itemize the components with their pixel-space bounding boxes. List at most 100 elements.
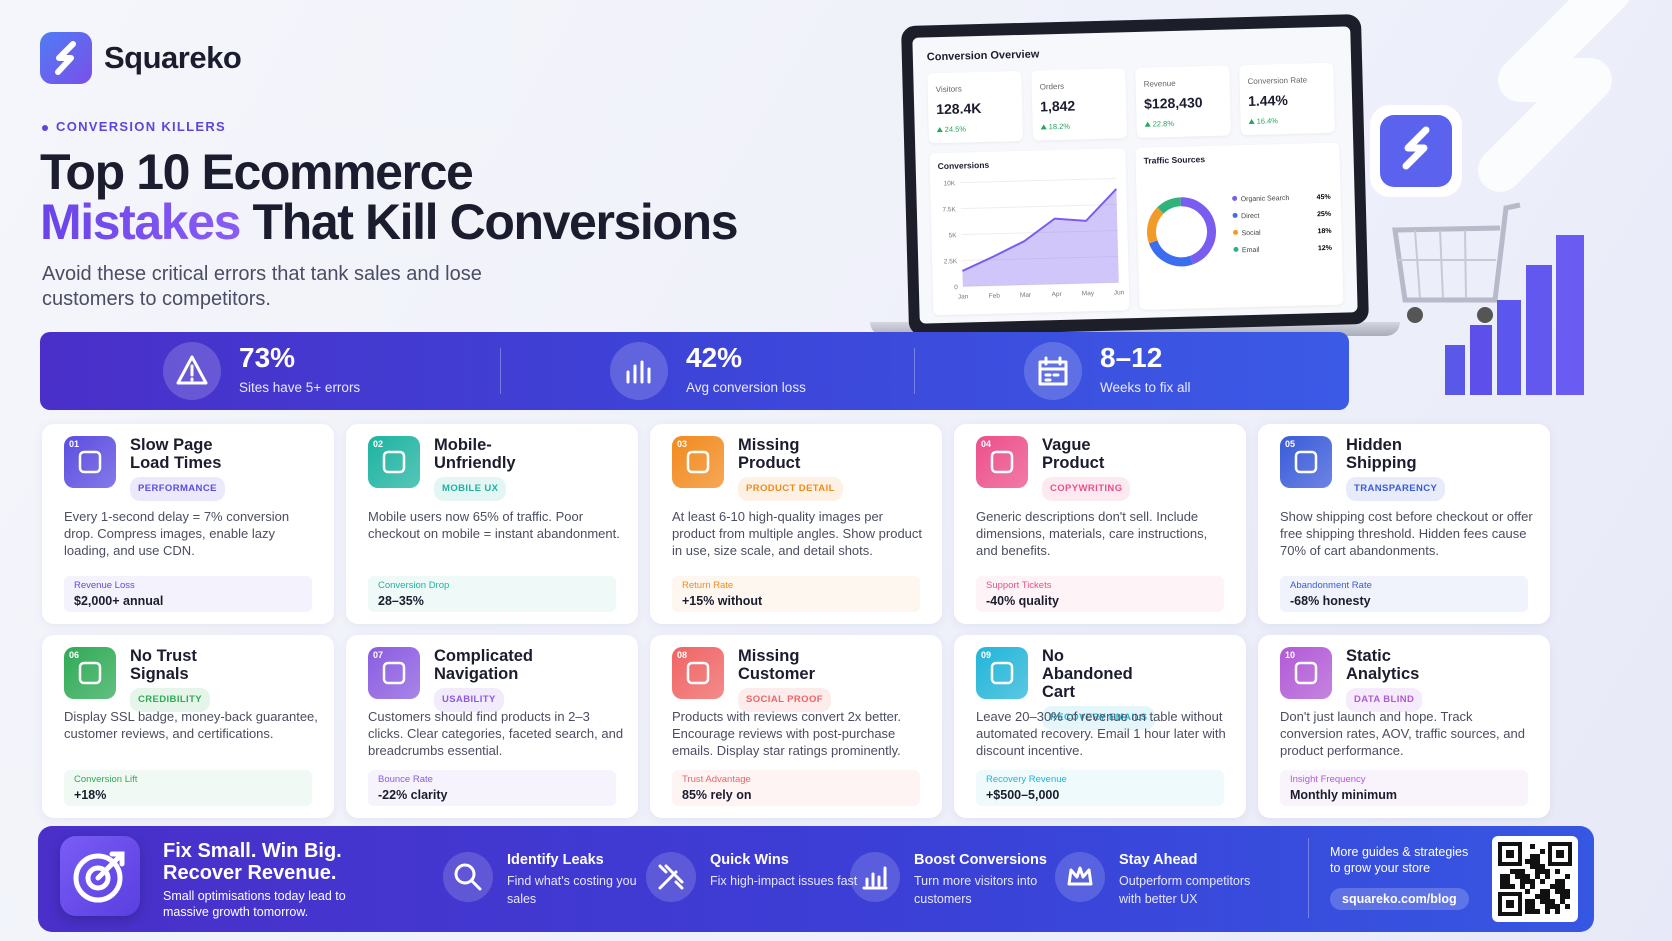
card-number: 09 bbox=[981, 650, 992, 660]
card-metric: Recovery Revenue +$500–5,000 bbox=[976, 770, 1224, 806]
qr-module bbox=[1545, 899, 1550, 904]
qr-module bbox=[1535, 859, 1540, 864]
logo bbox=[40, 32, 92, 84]
icon-svg bbox=[78, 450, 102, 474]
y-tick-label: 5K bbox=[948, 232, 957, 239]
metric-label: Revenue Loss bbox=[74, 580, 135, 591]
title-highlight: Mistakes bbox=[40, 194, 241, 250]
icon-glyph bbox=[1294, 450, 1318, 474]
qr-module bbox=[1545, 894, 1550, 899]
legend-dot bbox=[1232, 212, 1238, 218]
qr-module bbox=[1555, 879, 1560, 884]
dashboard-title: Conversion Overview bbox=[926, 48, 1040, 64]
metric-label: Conversion Drop bbox=[378, 580, 450, 591]
card-metric: Bounce Rate -22% clarity bbox=[368, 770, 616, 806]
stat-icon bbox=[610, 342, 668, 400]
card-metric: Revenue Loss $2,000+ annual bbox=[64, 576, 312, 612]
metric-label: Abandonment Rate bbox=[1290, 580, 1372, 591]
area-chart: 0 2.5K 5K 7.5K 10K Jan Feb Mar Apr May Jun bbox=[942, 177, 1125, 301]
qr-module bbox=[1545, 874, 1550, 879]
metric-value: 28–35% bbox=[378, 594, 424, 608]
qr-module bbox=[1530, 909, 1535, 914]
qr-module bbox=[1560, 884, 1565, 889]
dashboard: Conversion Overview Visitors 128.4K 24.5% O… bbox=[912, 26, 1358, 324]
card-tag: SOCIAL PROOF bbox=[738, 688, 831, 712]
cart-illustration bbox=[1370, 105, 1584, 395]
qr-module bbox=[1520, 869, 1525, 874]
stats-banner: 73% Sites have 5+ errors 42% Avg conversion… bbox=[40, 332, 1349, 410]
card-icon: 03 bbox=[672, 436, 724, 488]
stat-svg bbox=[176, 355, 208, 385]
card-header: Hidden Shipping TRANSPARENCY bbox=[1346, 436, 1536, 501]
qr-module bbox=[1525, 889, 1530, 894]
feature-svg bbox=[658, 864, 684, 890]
card-metric: Insight Frequency Monthly minimum bbox=[1280, 770, 1528, 806]
qr-module bbox=[1500, 879, 1505, 884]
card-metric: Conversion Drop 28–35% bbox=[368, 576, 616, 612]
metric-value: 85% rely on bbox=[682, 788, 752, 802]
qr-module bbox=[1550, 899, 1555, 904]
area bbox=[962, 188, 1119, 287]
card-metric: Trust Advantage 85% rely on bbox=[672, 770, 920, 806]
legend-dot bbox=[1233, 246, 1239, 252]
legend-label: Organic Search bbox=[1241, 195, 1290, 203]
feature-title: Stay Ahead bbox=[1119, 852, 1198, 868]
x-tick-label: Apr bbox=[1052, 291, 1063, 298]
icon-svg bbox=[1294, 450, 1318, 474]
kpi-change: 18.2% bbox=[1041, 122, 1071, 132]
qr-code bbox=[1492, 836, 1578, 922]
qr-module bbox=[1525, 899, 1530, 904]
metric-label: Support Tickets bbox=[986, 580, 1052, 591]
qr-module bbox=[1520, 884, 1525, 889]
card-tag: CREDIBILITY bbox=[130, 688, 211, 712]
qr-module bbox=[1540, 869, 1545, 874]
qr-module bbox=[1535, 864, 1540, 869]
donut-segment bbox=[1147, 207, 1164, 244]
icon-glyph bbox=[382, 661, 406, 685]
title-line: Mistakes That Kill Conversions bbox=[40, 194, 739, 250]
card-tag: USABILITY bbox=[434, 688, 504, 712]
qr-module bbox=[1540, 849, 1545, 854]
card-number: 06 bbox=[69, 650, 80, 660]
card-header: No Abandoned Cart RECOVERY EMAILS bbox=[1042, 647, 1232, 730]
qr-module bbox=[1530, 854, 1535, 859]
qr-module bbox=[1505, 874, 1510, 879]
footer-headline: Fix Small. Win Big. Recover Revenue. bbox=[163, 840, 342, 884]
icon-glyph bbox=[78, 450, 102, 474]
qr-finder bbox=[1506, 900, 1514, 908]
qr-module bbox=[1530, 859, 1535, 864]
card-icon: 02 bbox=[368, 436, 420, 488]
qr-module bbox=[1540, 879, 1545, 884]
card-header: Complicated Navigation USABILITY bbox=[434, 647, 624, 712]
icon-glyph bbox=[990, 450, 1014, 474]
card-tag: TRANSPARENCY bbox=[1346, 477, 1446, 501]
metric-label: Trust Advantage bbox=[682, 774, 751, 785]
kpi-card: Conversion Rate 1.44% 16.4% bbox=[1239, 62, 1335, 136]
icon-svg bbox=[686, 661, 710, 685]
card-number: 08 bbox=[677, 650, 688, 660]
kpi-change: 24.5% bbox=[937, 124, 967, 134]
qr-module bbox=[1545, 904, 1550, 909]
feature-title: Identify Leaks bbox=[507, 852, 604, 868]
footer-icon bbox=[60, 836, 140, 916]
qr-module bbox=[1540, 894, 1545, 899]
kpi-card: Orders 1,842 18.2% bbox=[1031, 68, 1128, 141]
qr-module bbox=[1540, 864, 1545, 869]
qr-module bbox=[1530, 879, 1535, 884]
card-number: 07 bbox=[373, 650, 384, 660]
donut-segment bbox=[1148, 240, 1194, 267]
sources-panel: Traffic Sources Organic Search 45% Direct 25… bbox=[1135, 142, 1344, 310]
qr-module bbox=[1520, 879, 1525, 884]
cta-link[interactable]: squareko.com/blog bbox=[1330, 888, 1469, 910]
qr-module bbox=[1565, 904, 1570, 909]
card-header: No Trust Signals CREDIBILITY bbox=[130, 647, 320, 712]
card-icon: 05 bbox=[1280, 436, 1332, 488]
icon-svg bbox=[686, 450, 710, 474]
mistake-card: 02 Mobile-Unfriendly MOBILE UX Mobile users… bbox=[346, 424, 638, 624]
feature-title: Boost Conversions bbox=[914, 852, 1047, 868]
card-metric: Conversion Lift +18% bbox=[64, 770, 312, 806]
divider bbox=[914, 348, 915, 394]
qr-module bbox=[1555, 909, 1560, 914]
kpi-label: Conversion Rate bbox=[1247, 75, 1308, 87]
